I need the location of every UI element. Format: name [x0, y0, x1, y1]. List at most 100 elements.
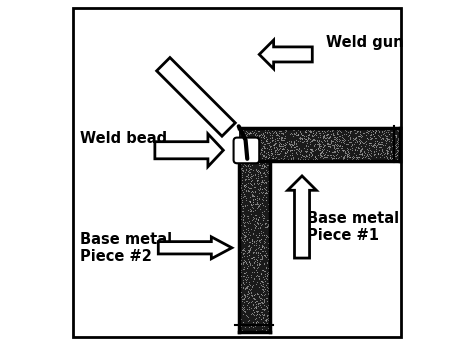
Point	[241, 194, 248, 199]
Point	[387, 129, 395, 134]
Point	[264, 276, 271, 282]
Point	[295, 148, 303, 154]
Point	[237, 273, 245, 279]
Point	[255, 186, 262, 192]
Point	[240, 169, 247, 174]
Point	[241, 130, 249, 135]
Point	[323, 138, 330, 144]
Point	[237, 294, 245, 300]
Point	[350, 127, 357, 133]
Point	[250, 239, 258, 244]
Point	[243, 141, 250, 147]
Point	[253, 160, 260, 165]
Point	[360, 153, 368, 158]
Point	[289, 147, 296, 152]
Point	[264, 155, 272, 160]
Point	[375, 140, 383, 145]
Point	[238, 327, 246, 333]
Point	[383, 151, 391, 157]
Point	[264, 315, 272, 320]
Point	[253, 178, 261, 183]
Point	[312, 155, 320, 161]
Point	[246, 168, 253, 173]
Point	[252, 175, 260, 181]
Point	[241, 234, 249, 240]
Point	[269, 156, 277, 161]
Point	[342, 128, 349, 134]
Point	[263, 140, 271, 146]
Point	[312, 129, 319, 135]
Point	[267, 147, 275, 152]
Point	[319, 147, 326, 153]
Point	[238, 188, 246, 193]
Point	[256, 169, 264, 175]
Point	[273, 151, 281, 157]
Point	[294, 127, 302, 132]
Point	[260, 284, 267, 290]
Point	[378, 136, 385, 141]
Point	[394, 143, 401, 149]
Point	[266, 139, 274, 145]
Point	[299, 136, 306, 142]
Point	[366, 132, 374, 138]
Point	[283, 149, 291, 155]
Point	[321, 154, 329, 160]
Point	[245, 292, 252, 297]
Point	[260, 268, 267, 274]
Point	[241, 144, 249, 149]
Point	[321, 142, 329, 148]
Point	[289, 157, 297, 162]
Point	[280, 137, 288, 143]
Point	[282, 150, 289, 156]
Point	[378, 128, 385, 134]
Point	[260, 302, 268, 307]
Point	[259, 217, 266, 223]
Point	[250, 259, 257, 264]
Point	[293, 132, 301, 138]
Point	[241, 141, 249, 146]
Point	[252, 298, 260, 304]
Point	[394, 147, 402, 153]
Point	[374, 141, 382, 147]
Point	[319, 135, 327, 141]
Point	[285, 127, 293, 132]
Point	[358, 151, 365, 157]
Point	[250, 153, 258, 159]
Point	[257, 228, 264, 234]
Point	[254, 138, 261, 144]
Point	[275, 151, 283, 157]
Point	[252, 154, 259, 159]
Point	[343, 156, 351, 161]
Point	[244, 162, 251, 167]
Point	[248, 293, 256, 298]
Point	[252, 136, 259, 141]
Point	[246, 199, 254, 204]
Point	[314, 145, 322, 151]
Point	[266, 130, 273, 135]
Point	[310, 137, 318, 142]
Point	[237, 286, 244, 292]
Point	[349, 135, 356, 140]
Point	[267, 144, 275, 149]
Point	[292, 138, 300, 143]
Point	[255, 172, 262, 177]
Point	[256, 297, 264, 303]
Point	[371, 138, 378, 144]
Point	[249, 193, 257, 198]
Point	[243, 219, 250, 224]
Point	[331, 136, 338, 141]
Point	[258, 323, 266, 329]
Point	[334, 148, 341, 154]
Point	[257, 179, 265, 185]
Point	[237, 296, 244, 302]
Point	[249, 201, 256, 207]
Point	[365, 142, 373, 148]
Point	[245, 236, 253, 241]
Point	[239, 261, 246, 267]
Point	[239, 159, 247, 165]
Point	[240, 229, 248, 234]
Point	[246, 194, 254, 199]
Point	[255, 262, 263, 267]
Point	[278, 134, 285, 140]
Point	[341, 148, 348, 153]
